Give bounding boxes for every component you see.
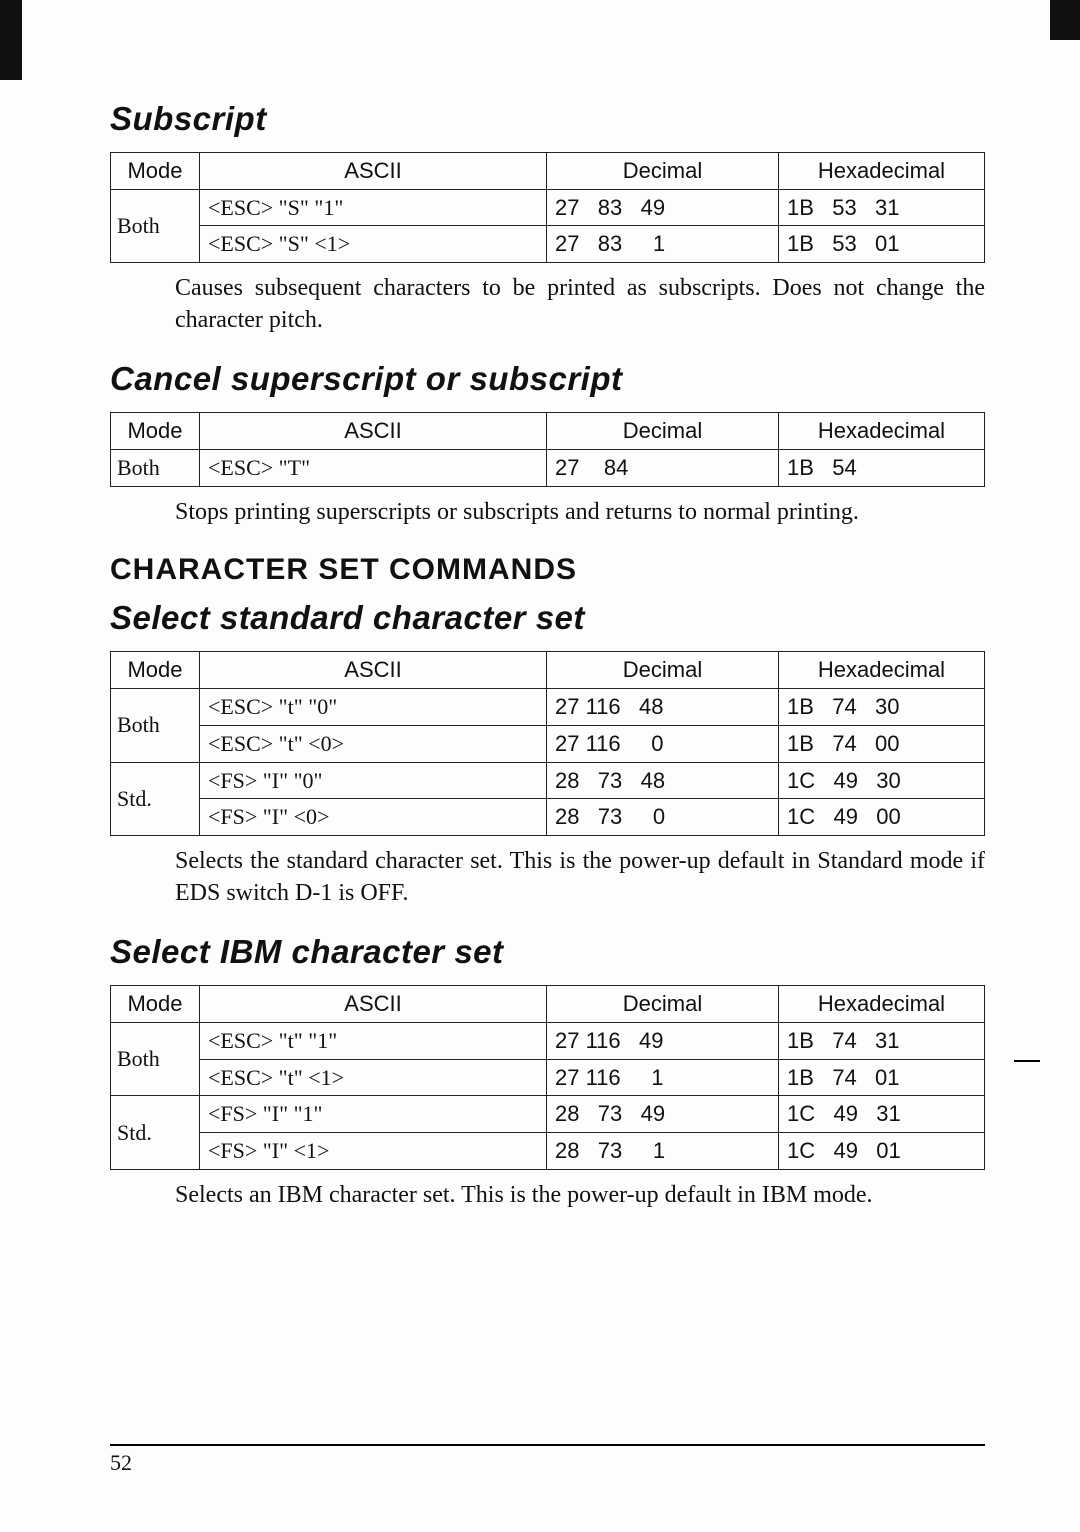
cell-dec: 28 73 48 xyxy=(547,762,779,799)
page: Subscript Mode ASCII Decimal Hexadecimal… xyxy=(0,0,1080,1532)
cell-ascii: <ESC> "S" <1> xyxy=(200,226,547,263)
heading-cancel: Cancel superscript or subscript xyxy=(110,360,985,398)
cell-dec: 28 73 0 xyxy=(547,799,779,836)
table-row: Both <ESC> "S" "1" 27 83 49 1B 53 31 xyxy=(111,189,985,226)
cell-hex: 1B 53 01 xyxy=(779,226,985,263)
cell-hex: 1B 74 01 xyxy=(779,1059,985,1096)
cell-dec: 27 116 1 xyxy=(547,1059,779,1096)
desc-ibm-set: Selects an IBM character set. This is th… xyxy=(175,1180,985,1212)
col-decimal: Decimal xyxy=(547,986,779,1023)
col-ascii: ASCII xyxy=(200,652,547,689)
cell-dec: 27 116 0 xyxy=(547,725,779,762)
desc-std-set: Selects the standard character set. This… xyxy=(175,846,985,909)
table-row: Both <ESC> "t" "0" 27 116 48 1B 74 30 xyxy=(111,689,985,726)
col-mode: Mode xyxy=(111,413,200,450)
heading-std-set: Select standard character set xyxy=(110,599,985,637)
desc-subscript: Causes subsequent characters to be print… xyxy=(175,273,985,336)
cell-hex: 1B 74 00 xyxy=(779,725,985,762)
col-decimal: Decimal xyxy=(547,652,779,689)
col-hex: Hexadecimal xyxy=(779,153,985,190)
table-row: <FS> "I" <0> 28 73 0 1C 49 00 xyxy=(111,799,985,836)
cell-mode: Both xyxy=(111,1022,200,1095)
heading-ibm-set: Select IBM character set xyxy=(110,933,985,971)
table-row: Std. <FS> "I" "0" 28 73 48 1C 49 30 xyxy=(111,762,985,799)
page-number: 52 xyxy=(110,1450,132,1475)
table-subscript: Mode ASCII Decimal Hexadecimal Both <ESC… xyxy=(110,152,985,263)
table-row: Both <ESC> "t" "1" 27 116 49 1B 74 31 xyxy=(111,1022,985,1059)
cell-hex: 1C 49 01 xyxy=(779,1132,985,1169)
col-mode: Mode xyxy=(111,986,200,1023)
cell-hex: 1C 49 31 xyxy=(779,1096,985,1133)
table-row: <ESC> "S" <1> 27 83 1 1B 53 01 xyxy=(111,226,985,263)
cell-hex: 1B 54 xyxy=(779,450,985,487)
col-mode: Mode xyxy=(111,153,200,190)
cell-dec: 27 84 xyxy=(547,450,779,487)
cell-ascii: <ESC> "S" "1" xyxy=(200,189,547,226)
desc-cancel: Stops printing superscripts or subscript… xyxy=(175,497,985,529)
heading-subscript: Subscript xyxy=(110,100,985,138)
table-row: Std. <FS> "I" "1" 28 73 49 1C 49 31 xyxy=(111,1096,985,1133)
cell-ascii: <FS> "I" <0> xyxy=(200,799,547,836)
table-std-set: Mode ASCII Decimal Hexadecimal Both <ESC… xyxy=(110,651,985,835)
table-ibm-set: Mode ASCII Decimal Hexadecimal Both <ESC… xyxy=(110,985,985,1169)
cell-dec: 27 83 1 xyxy=(547,226,779,263)
cell-hex: 1B 74 31 xyxy=(779,1022,985,1059)
cell-dec: 28 73 49 xyxy=(547,1096,779,1133)
col-hex: Hexadecimal xyxy=(779,986,985,1023)
table-cancel: Mode ASCII Decimal Hexadecimal Both <ESC… xyxy=(110,412,985,486)
cell-mode: Std. xyxy=(111,1096,200,1169)
cell-ascii: <ESC> "t" <0> xyxy=(200,725,547,762)
table-row: <ESC> "t" <1> 27 116 1 1B 74 01 xyxy=(111,1059,985,1096)
cell-ascii: <FS> "I" <1> xyxy=(200,1132,547,1169)
cell-mode: Both xyxy=(111,450,200,487)
cell-ascii: <FS> "I" "0" xyxy=(200,762,547,799)
cell-hex: 1B 53 31 xyxy=(779,189,985,226)
cell-ascii: <ESC> "t" "0" xyxy=(200,689,547,726)
cell-mode: Both xyxy=(111,689,200,762)
heading-char-commands: CHARACTER SET COMMANDS xyxy=(110,553,985,587)
table-row: <ESC> "t" <0> 27 116 0 1B 74 00 xyxy=(111,725,985,762)
col-ascii: ASCII xyxy=(200,986,547,1023)
col-hex: Hexadecimal xyxy=(779,413,985,450)
col-mode: Mode xyxy=(111,652,200,689)
col-ascii: ASCII xyxy=(200,413,547,450)
table-row: Both <ESC> "T" 27 84 1B 54 xyxy=(111,450,985,487)
cell-dec: 27 116 48 xyxy=(547,689,779,726)
cell-hex: 1C 49 30 xyxy=(779,762,985,799)
cell-ascii: <ESC> "t" "1" xyxy=(200,1022,547,1059)
cell-hex: 1B 74 30 xyxy=(779,689,985,726)
page-footer: 52 xyxy=(110,1444,985,1476)
cell-mode: Std. xyxy=(111,762,200,835)
table-row: <FS> "I" <1> 28 73 1 1C 49 01 xyxy=(111,1132,985,1169)
cell-hex: 1C 49 00 xyxy=(779,799,985,836)
col-hex: Hexadecimal xyxy=(779,652,985,689)
cell-dec: 28 73 1 xyxy=(547,1132,779,1169)
col-decimal: Decimal xyxy=(547,153,779,190)
cell-ascii: <FS> "I" "1" xyxy=(200,1096,547,1133)
cell-dec: 27 116 49 xyxy=(547,1022,779,1059)
cell-dec: 27 83 49 xyxy=(547,189,779,226)
col-ascii: ASCII xyxy=(200,153,547,190)
cell-mode: Both xyxy=(111,189,200,262)
scan-mark xyxy=(1014,1060,1040,1062)
col-decimal: Decimal xyxy=(547,413,779,450)
cell-ascii: <ESC> "T" xyxy=(200,450,547,487)
cell-ascii: <ESC> "t" <1> xyxy=(200,1059,547,1096)
